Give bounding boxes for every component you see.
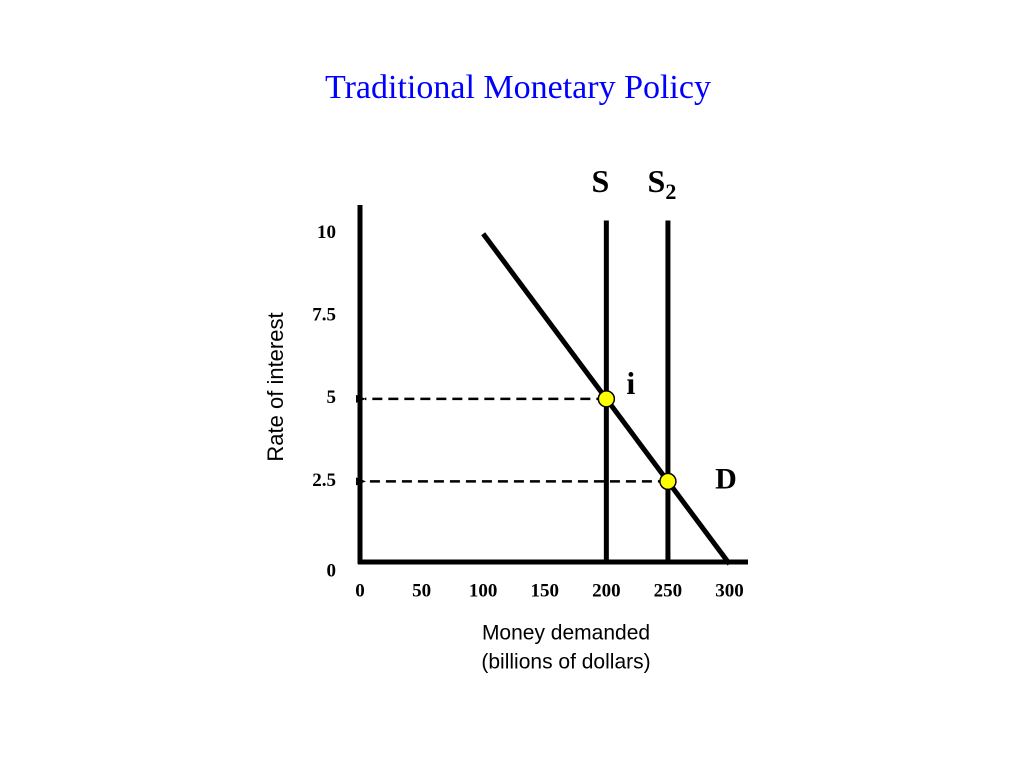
- point-label: i: [626, 365, 635, 401]
- series-label: D: [715, 462, 737, 495]
- series-label: S2: [648, 163, 677, 204]
- x-tick-label: 0: [355, 580, 365, 601]
- series-label-subscript: 2: [665, 179, 676, 204]
- series-label-main: S: [648, 163, 666, 199]
- y-tick-label: 5: [327, 387, 337, 408]
- y-tick-label: 0: [327, 560, 337, 581]
- x-tick-label: 150: [531, 580, 560, 601]
- x-tick-label: 50: [412, 580, 431, 601]
- y-tick-label: 2.5: [312, 470, 336, 491]
- chart-title: Traditional Monetary Policy: [325, 69, 711, 106]
- y-tick-label: 10: [317, 222, 336, 243]
- y-tick-label: 7.5: [312, 305, 336, 326]
- x-axis-label: (billions of dollars): [481, 651, 650, 674]
- series-label-main: S: [591, 163, 609, 199]
- x-tick-label: 100: [469, 580, 498, 601]
- x-tick-label: 200: [592, 580, 621, 601]
- equilibrium-point: [659, 472, 677, 491]
- equilibrium-point: [597, 390, 616, 408]
- x-tick-label: 300: [715, 580, 744, 601]
- x-axis-label: Money demanded: [482, 622, 650, 645]
- y-axis-label: Rate of interest: [263, 312, 288, 461]
- x-tick-label: 250: [654, 580, 683, 601]
- series-label: S: [591, 163, 609, 199]
